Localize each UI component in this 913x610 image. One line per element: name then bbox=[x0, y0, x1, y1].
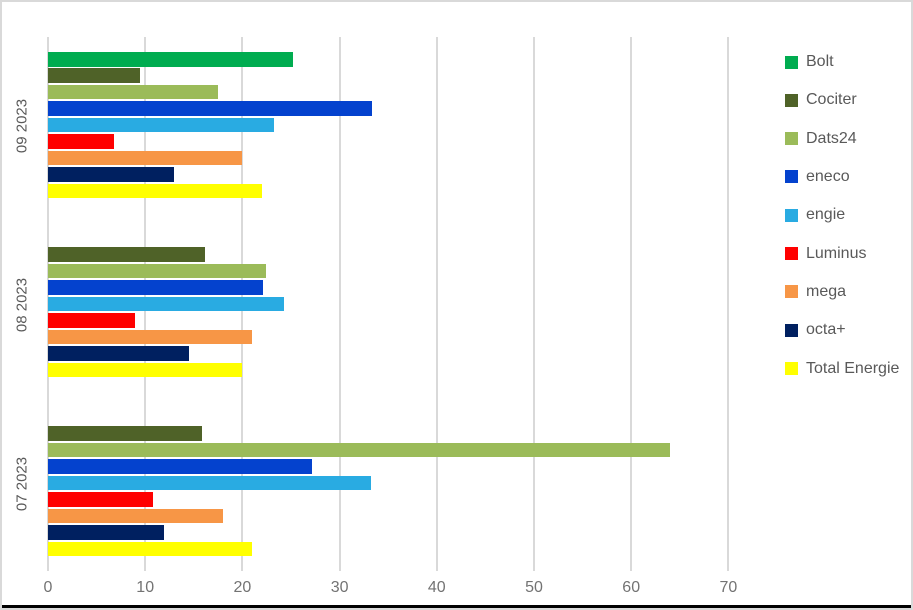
x-gridline bbox=[533, 37, 535, 559]
legend-label: eneco bbox=[806, 167, 850, 185]
bar-total-energie bbox=[48, 362, 243, 378]
legend-swatch bbox=[785, 208, 798, 222]
legend-item-octa-: octa+ bbox=[785, 321, 846, 340]
x-axis-tick-label: 10 bbox=[136, 579, 155, 596]
bar-eneco bbox=[48, 280, 263, 295]
bar-cociter bbox=[48, 247, 206, 262]
bar-eneco bbox=[48, 459, 313, 474]
legend-swatch bbox=[785, 170, 798, 184]
x-axis-tick bbox=[630, 559, 633, 571]
bar-luminus bbox=[48, 492, 153, 507]
legend-item-cociter: Cociter bbox=[785, 91, 857, 110]
x-axis-tick-label: 20 bbox=[233, 579, 252, 596]
y-axis-category-label: 08 2023 bbox=[13, 277, 31, 333]
x-axis-tick bbox=[435, 559, 438, 571]
x-gridline bbox=[338, 37, 341, 559]
bar-octa- bbox=[48, 525, 164, 540]
x-gridline bbox=[435, 37, 438, 559]
legend-item-total-energie: Total Energie bbox=[785, 359, 899, 378]
x-axis-tick-label: 60 bbox=[622, 579, 641, 596]
legend-item-dats24: Dats24 bbox=[785, 129, 857, 148]
bar-bolt bbox=[48, 52, 293, 67]
x-axis-tick bbox=[144, 559, 147, 571]
bar-mega bbox=[48, 329, 253, 345]
bar-engie bbox=[48, 117, 274, 133]
bar-total-energie bbox=[48, 183, 262, 199]
bar-engie bbox=[48, 475, 371, 491]
legend-item-engie: engie bbox=[785, 206, 845, 225]
legend-swatch bbox=[785, 285, 798, 299]
legend-swatch bbox=[785, 362, 798, 376]
bar-luminus bbox=[48, 313, 135, 328]
legend-label: engie bbox=[806, 206, 846, 224]
bar-mega bbox=[48, 150, 243, 166]
legend-item-luminus: Luminus bbox=[785, 244, 866, 263]
legend-item-mega: mega bbox=[785, 282, 846, 301]
x-axis-tick-label: 40 bbox=[427, 579, 446, 596]
legend-item-eneco: eneco bbox=[785, 167, 850, 186]
x-axis-tick-label: 50 bbox=[525, 579, 543, 596]
bar-dats24 bbox=[48, 442, 671, 458]
x-gridline bbox=[727, 37, 730, 559]
x-axis-tick bbox=[727, 559, 730, 571]
bar-mega bbox=[48, 508, 223, 524]
x-axis-tick bbox=[241, 559, 244, 571]
bar-cociter bbox=[48, 68, 141, 83]
legend-swatch bbox=[785, 93, 798, 107]
x-axis-tick bbox=[338, 559, 341, 571]
bar-eneco bbox=[48, 101, 372, 116]
window-bottom-edge bbox=[2, 605, 911, 608]
y-axis-category-label: 07 2023 bbox=[13, 456, 31, 512]
legend-label: octa+ bbox=[806, 321, 846, 339]
legend-swatch bbox=[785, 132, 798, 146]
legend-label: Dats24 bbox=[806, 129, 857, 147]
legend-swatch bbox=[785, 323, 798, 337]
bar-octa- bbox=[48, 346, 189, 361]
bar-luminus bbox=[48, 134, 115, 149]
bar-cociter bbox=[48, 426, 202, 441]
x-gridline bbox=[630, 37, 633, 559]
legend-swatch bbox=[785, 55, 798, 69]
bar-dats24 bbox=[48, 263, 266, 279]
x-axis-tick-label: 0 bbox=[43, 579, 53, 596]
bar-dats24 bbox=[48, 84, 219, 100]
legend-label: Total Energie bbox=[806, 359, 900, 377]
legend-label: Cociter bbox=[806, 91, 857, 109]
x-axis-tick bbox=[47, 559, 49, 571]
bar-total-energie bbox=[48, 541, 253, 557]
x-axis-tick-label: 30 bbox=[330, 579, 349, 596]
legend-swatch bbox=[785, 247, 798, 261]
legend-item-bolt: Bolt bbox=[785, 53, 834, 72]
x-axis-tick-label: 70 bbox=[719, 579, 738, 596]
x-axis-tick bbox=[533, 559, 535, 571]
y-axis-category-label: 09 2023 bbox=[13, 98, 31, 154]
bar-engie bbox=[48, 296, 285, 312]
legend-label: mega bbox=[806, 282, 847, 300]
legend-label: Luminus bbox=[806, 244, 867, 262]
bar-octa- bbox=[48, 167, 175, 182]
legend-label: Bolt bbox=[806, 53, 834, 70]
